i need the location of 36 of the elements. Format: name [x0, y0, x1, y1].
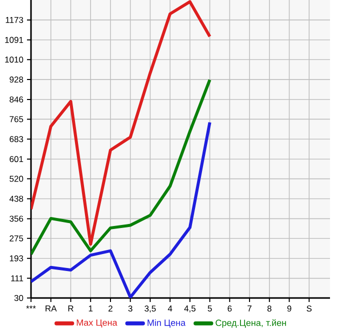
- line-series: [31, 78, 212, 256]
- x-tick-label: ***: [26, 306, 36, 309]
- line-series: [31, 120, 212, 298]
- x-tick-label: R: [68, 306, 74, 312]
- x-tick-label: 1: [88, 306, 93, 312]
- y-tick-label: 1173: [6, 16, 24, 23]
- y-tick-label: 111: [11, 275, 24, 282]
- x-tick-label: RA: [46, 306, 57, 312]
- x-tick-label: 9: [287, 306, 292, 312]
- x-tick-label: 3: [128, 306, 132, 312]
- y-tick-label: 520: [10, 176, 24, 182]
- y-tick-label: 1010: [5, 56, 24, 63]
- line-series: [31, 0, 212, 246]
- y-tick-label: 193: [10, 255, 24, 262]
- y-tick-label: 765: [10, 116, 24, 122]
- x-tick-label: 3,5: [144, 306, 156, 313]
- x-tick-label: 7: [248, 306, 252, 312]
- y-tick-label: 275: [10, 235, 24, 242]
- y-tick-label: 601: [10, 156, 24, 162]
- x-tick-label: 5: [208, 306, 212, 312]
- legend-label: Max Цена: [76, 319, 118, 328]
- legend-label: Сред.Цена, т.йен: [216, 319, 286, 328]
- legend-label: Min Цена: [148, 319, 186, 328]
- x-tick-label: S: [306, 306, 312, 312]
- y-tick-label: 438: [9, 196, 24, 202]
- y-tick-label: 928: [10, 76, 24, 83]
- y-tick-label: 1091: [5, 36, 24, 43]
- x-tick-label: 4: [168, 306, 172, 312]
- y-tick-label: 30: [14, 295, 24, 302]
- y-tick-label: 356: [10, 216, 24, 222]
- x-tick-label: 8: [267, 306, 272, 312]
- x-tick-label: 4,5: [184, 306, 196, 312]
- y-tick-label: 683: [10, 136, 24, 142]
- x-tick-label: 2: [108, 306, 112, 312]
- y-tick-label: 846: [10, 96, 24, 102]
- x-tick-label: 6: [228, 306, 232, 312]
